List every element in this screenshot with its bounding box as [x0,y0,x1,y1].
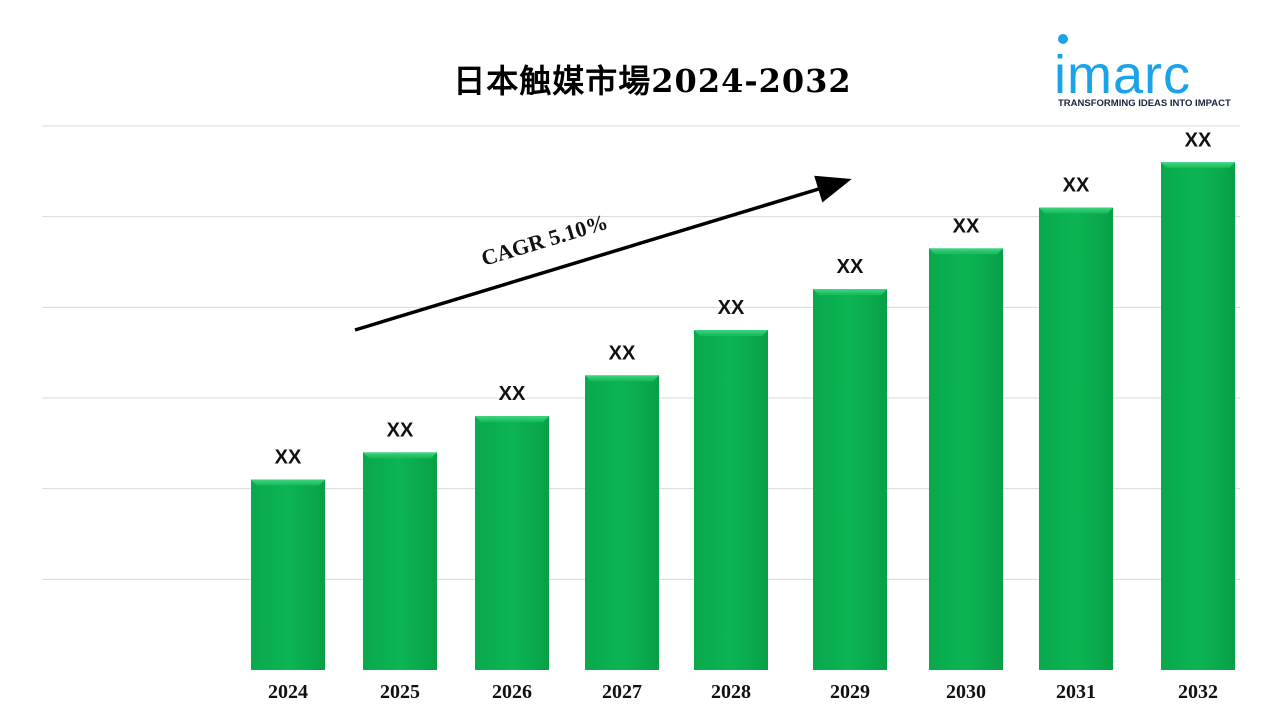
logo-dot [1058,34,1068,44]
bar-top-bevel-2026 [475,416,549,423]
logo-tagline: TRANSFORMING IDEAS INTO IMPACT [1058,98,1231,109]
data-label-2028: XX [718,297,745,319]
data-label-2026: XX [499,383,526,405]
data-label-2025: XX [387,419,414,441]
data-label-2024: XX [275,447,302,469]
bar-2027 [585,375,659,670]
chart-title: 日本触媒市場2024-2032 [453,62,852,100]
x-tick-2024: 2024 [268,681,308,703]
data-label-2030: XX [953,215,980,237]
x-tick-2027: 2027 [602,681,642,703]
bar-2025 [363,452,437,670]
bar-top-bevel-2030 [929,248,1003,255]
bar-top-bevel-2031 [1039,207,1113,214]
bar-2030 [929,248,1003,670]
x-tick-2032: 2032 [1178,681,1218,703]
data-labels: XX XX XX XX XX XX XX XX XX [275,129,1212,468]
bar-2031 [1039,207,1113,670]
x-tick-2025: 2025 [380,681,420,703]
bar-2024 [251,479,325,670]
imarc-logo: imarc TRANSFORMING IDEAS INTO IMPACT [1054,30,1240,110]
data-label-2029: XX [837,256,864,278]
x-tick-labels: 2024 2025 2026 2027 2028 2029 2030 2031 2032 [268,681,1218,703]
bar-top-bevel-2029 [813,289,887,296]
x-tick-2028: 2028 [711,681,751,703]
bar-2029 [813,289,887,670]
x-tick-2030: 2030 [946,681,986,703]
bars [251,162,1235,670]
bar-top-bevel-2024 [251,479,325,486]
cagr-label: CAGR 5.10% [478,209,610,271]
x-tick-2026: 2026 [492,681,532,703]
bar-2028 [694,330,768,670]
bar-top-bevel-2028 [694,330,768,336]
logo-wordmark: imarc [1054,45,1191,105]
x-tick-2029: 2029 [830,681,870,703]
x-tick-2031: 2031 [1056,681,1096,703]
data-label-2031: XX [1063,175,1090,197]
data-label-2032: XX [1185,129,1212,151]
cagr-arrow [354,175,852,332]
bar-2032 [1161,162,1235,670]
data-label-2027: XX [609,342,636,364]
bar-top-bevel-2025 [363,452,437,459]
bar-top-bevel-2027 [585,375,659,382]
bar-top-bevel-2032 [1161,162,1235,169]
bar-2026 [475,416,549,670]
